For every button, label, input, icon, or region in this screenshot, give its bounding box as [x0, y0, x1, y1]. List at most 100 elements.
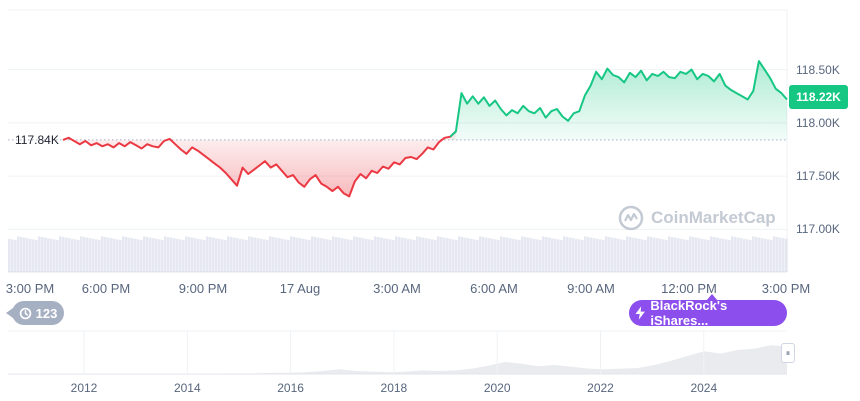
volume-bar — [707, 240, 710, 272]
volume-bar — [644, 240, 647, 272]
volume-bar — [650, 237, 653, 272]
volume-bar — [581, 240, 584, 272]
volume-bar — [260, 238, 263, 272]
volume-bar — [140, 240, 143, 272]
volume-bar — [413, 240, 416, 272]
volume-bar — [383, 238, 386, 272]
volume-bar — [218, 238, 221, 272]
volume-bar — [299, 238, 302, 272]
navigator-year-label: 2022 — [587, 381, 614, 395]
volume-bar — [680, 238, 683, 272]
volume-bar — [659, 238, 662, 272]
volume-bar — [416, 236, 419, 272]
volume-bar — [737, 237, 740, 272]
volume-bar — [23, 237, 26, 272]
volume-bar — [104, 237, 107, 272]
volume-bar — [473, 239, 476, 272]
volume-bar — [194, 238, 197, 272]
volume-bar — [77, 240, 80, 272]
coinmarketcap-logo — [618, 205, 644, 231]
volume-bar — [98, 240, 101, 272]
volume-bar — [374, 236, 377, 272]
volume-bar — [698, 238, 701, 272]
volume-bar — [278, 238, 281, 272]
volume-bar — [452, 239, 455, 272]
range-navigator[interactable] — [8, 330, 787, 375]
volume-bar — [578, 239, 581, 272]
volume-bar — [200, 239, 203, 272]
volume-bar — [548, 237, 551, 272]
history-button[interactable]: 123 — [6, 301, 64, 325]
history-count: 123 — [35, 305, 58, 321]
volume-bar — [716, 237, 719, 272]
volume-bar — [524, 237, 527, 272]
volume-bar — [263, 239, 266, 272]
navigator-year-label: 2016 — [277, 381, 304, 395]
volume-bar — [14, 240, 17, 272]
volume-bar — [323, 238, 326, 272]
volume-bar — [719, 238, 722, 272]
volume-bar — [689, 236, 692, 272]
volume-bar — [656, 238, 659, 272]
volume-bar — [47, 238, 50, 272]
up-area-fill — [450, 61, 787, 140]
volume-bar — [677, 238, 680, 272]
volume-bar — [74, 239, 77, 272]
volume-bar — [329, 240, 332, 272]
event-button[interactable]: BlackRock's iShares... — [629, 294, 787, 328]
volume-bar — [641, 239, 644, 272]
volume-bar — [530, 238, 533, 272]
down-area-fill — [63, 131, 456, 197]
volume-bar — [131, 238, 134, 272]
volume-bar — [44, 237, 47, 272]
volume-bar — [221, 239, 224, 272]
volume-bar — [782, 238, 785, 272]
volume-bar — [251, 237, 254, 272]
volume-bar — [71, 238, 74, 272]
volume-bar — [320, 238, 323, 272]
x-tick-label: 6:00 AM — [470, 281, 518, 296]
volume-bar — [50, 238, 53, 272]
volume-bar — [350, 240, 353, 272]
volume-bar — [179, 239, 182, 272]
volume-bar — [623, 240, 626, 272]
volume-bar — [35, 240, 38, 272]
volume-bar — [266, 240, 269, 272]
volume-bar — [443, 237, 446, 272]
volume-bar — [392, 240, 395, 272]
volume-bar — [269, 236, 272, 272]
volume-bar — [236, 238, 239, 272]
volume-bar — [161, 240, 164, 272]
watermark: CoinMarketCap — [618, 205, 776, 231]
volume-bar — [248, 236, 251, 272]
volume-bar — [458, 236, 461, 272]
volume-bar — [227, 236, 230, 272]
volume-bar — [11, 239, 14, 272]
x-tick-label: 17 Aug — [279, 281, 321, 296]
volume-bar — [206, 236, 209, 272]
event-label: BlackRock's iShares... — [650, 298, 728, 328]
volume-bar — [311, 236, 314, 272]
y-tick-label: 117.50K — [796, 169, 840, 184]
volume-bar — [695, 237, 698, 272]
volume-bar — [287, 240, 290, 272]
navigator-year-label: 2024 — [690, 381, 718, 395]
volume-bar — [545, 237, 548, 272]
volume-bar — [710, 236, 713, 272]
volume-bar — [491, 238, 494, 272]
volume-bar — [749, 240, 752, 272]
volume-bar — [563, 236, 566, 272]
volume-bar — [752, 236, 755, 272]
volume-bar — [617, 238, 620, 272]
volume-bar — [296, 237, 299, 272]
volume-bar — [566, 237, 569, 272]
volume-bar — [365, 238, 368, 272]
volume-bar — [368, 239, 371, 272]
x-tick-label: 6:00 PM — [81, 281, 131, 296]
navigator-handle[interactable]: ⏸ — [781, 343, 795, 363]
volume-bar — [128, 237, 131, 272]
volume-bar — [665, 240, 668, 272]
navigator-area — [8, 345, 787, 374]
